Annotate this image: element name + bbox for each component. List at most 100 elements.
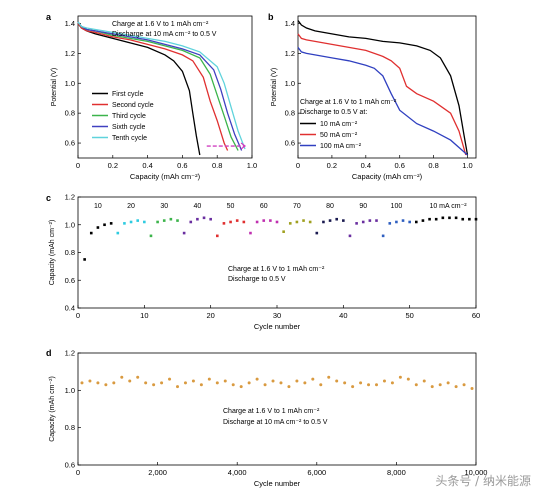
data-point — [255, 220, 259, 224]
rate-label: 100 — [391, 203, 403, 210]
data-point — [422, 379, 426, 383]
series-line — [297, 47, 468, 156]
x-tick-label: 30 — [273, 311, 281, 320]
annotation-text: Discharge to 0.5 V at: — [300, 109, 367, 116]
series-line — [77, 21, 239, 151]
series-line — [77, 23, 229, 151]
x-tick-label: 0.8 — [428, 161, 438, 170]
data-point — [434, 217, 438, 221]
y-tick-label: 0.8 — [285, 109, 295, 118]
panel-a: a 0 0.2 0.4 0.6 0.8 1.0 0.6 0.8 1.0 1.2 1.4 Capacity… — [46, 12, 257, 181]
rate-label: 20 — [127, 203, 135, 210]
data-point — [262, 219, 266, 222]
data-point — [136, 219, 139, 222]
data-point — [461, 217, 465, 221]
data-point — [223, 379, 227, 383]
data-point — [202, 216, 206, 220]
data-point — [351, 385, 355, 389]
data-point — [191, 379, 195, 383]
data-point — [342, 219, 345, 222]
marker-arrow-head — [240, 142, 247, 150]
series-line — [297, 20, 469, 156]
data-point — [156, 220, 159, 224]
data-point — [160, 381, 164, 385]
annotation-text: Charge at 1.6 V to 1 mAh cm⁻² — [300, 99, 397, 106]
panel-label: a — [46, 12, 52, 22]
x-tick-label: 50 — [405, 311, 413, 320]
x-tick-label: 0.6 — [394, 161, 404, 170]
data-point — [367, 383, 371, 387]
data-point — [269, 219, 272, 222]
series-line — [77, 21, 243, 151]
data-point — [295, 379, 299, 383]
data-point — [375, 219, 378, 222]
x-tick-label: 10,000 — [465, 468, 488, 477]
y-tick-label: 1.2 — [65, 349, 75, 358]
x-tick-label: 6,000 — [307, 468, 326, 477]
data-point — [103, 223, 106, 227]
data-point — [263, 383, 267, 387]
annotation-text: Discharge at 10 mA cm⁻² to 0.5 V — [223, 419, 328, 426]
y-tick-label: 1.0 — [285, 79, 295, 88]
data-point — [303, 381, 307, 385]
y-tick-label: 0.6 — [65, 139, 75, 148]
rate-label: 30 — [160, 203, 168, 210]
x-tick-label: 2,000 — [148, 468, 167, 477]
data-point — [247, 381, 251, 385]
data-point — [421, 219, 425, 222]
y-tick-label: 0.8 — [65, 248, 75, 257]
data-point — [207, 377, 211, 381]
legend-label: Third cycle — [112, 113, 146, 120]
panel-b: b 0 0.2 0.4 0.6 0.8 1.0 0.6 0.8 1.0 1.2 1.4 Capacity… — [268, 12, 477, 181]
data-point — [104, 383, 108, 387]
x-tick-label: 0.2 — [108, 161, 118, 170]
panel-d: d 0 2,000 4,000 6,000 8,000 10,000 0.6 0.8 1.0 1.2… — [46, 348, 487, 488]
x-axis-label: Capacity (mAh cm⁻²) — [352, 172, 423, 181]
y-tick-label: 1.4 — [285, 19, 295, 28]
data-point — [144, 381, 148, 385]
x-tick-label: 10 — [140, 311, 148, 320]
legend-label: 50 mA cm⁻² — [320, 132, 358, 139]
legend-label: Second cycle — [112, 102, 154, 109]
y-tick-label: 1.2 — [65, 49, 75, 58]
data-point — [454, 385, 458, 389]
data-point — [215, 381, 219, 385]
data-point — [348, 234, 352, 238]
data-point — [109, 222, 113, 225]
rate-label: 80 — [326, 203, 334, 210]
data-point — [406, 377, 410, 381]
data-point — [302, 219, 305, 222]
data-point — [239, 385, 243, 389]
data-point — [183, 381, 187, 385]
data-point — [96, 226, 100, 229]
x-axis-label: Cycle number — [254, 322, 301, 331]
x-tick-label: 0 — [76, 468, 80, 477]
x-tick-label: 60 — [472, 311, 480, 320]
x-tick-label: 0.4 — [361, 161, 371, 170]
annotation-text: Charge at 1.6 V to 1 mAh cm⁻² — [228, 266, 325, 273]
data-point — [136, 375, 140, 379]
data-point — [415, 220, 418, 224]
annotation-text: Discharge to 0.5 V — [228, 276, 286, 283]
data-point — [199, 383, 203, 387]
data-point — [287, 385, 291, 389]
data-point — [375, 383, 378, 387]
data-point — [468, 217, 471, 221]
data-point — [279, 381, 283, 385]
y-tick-label: 1.2 — [285, 49, 295, 58]
rate-label: 60 — [260, 203, 268, 210]
data-point — [176, 219, 179, 222]
data-point — [235, 219, 239, 222]
data-point — [288, 222, 292, 225]
data-point — [255, 377, 259, 381]
data-point — [454, 216, 458, 220]
data-point — [395, 220, 398, 224]
data-point — [116, 231, 120, 235]
data-point — [128, 379, 132, 383]
plot-frame — [77, 15, 253, 159]
data-point — [470, 386, 474, 390]
x-tick-label: 1.0 — [247, 161, 257, 170]
data-point — [222, 222, 226, 225]
data-point — [96, 381, 100, 385]
data-point — [327, 375, 331, 379]
